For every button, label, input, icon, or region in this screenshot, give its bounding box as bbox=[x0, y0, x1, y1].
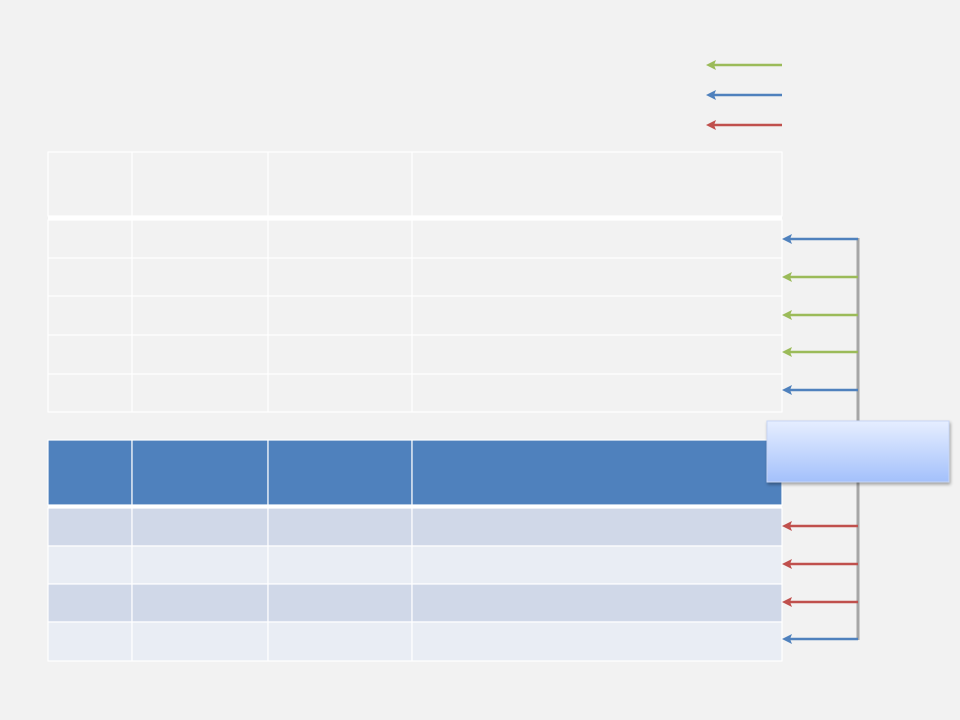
table-cell bbox=[131, 334, 269, 375]
table-cell bbox=[267, 439, 413, 506]
arrow-head bbox=[706, 60, 716, 70]
table-cell bbox=[131, 257, 269, 297]
table-cell bbox=[47, 151, 133, 217]
table-cell bbox=[411, 334, 783, 375]
table-cell bbox=[267, 257, 413, 297]
table-cell bbox=[267, 151, 413, 217]
table-cell bbox=[131, 545, 269, 585]
table-cell bbox=[411, 257, 783, 297]
table-cell bbox=[267, 583, 413, 623]
arrow-head bbox=[782, 521, 792, 531]
table-cell bbox=[131, 439, 269, 506]
table-cell bbox=[267, 295, 413, 336]
table-cell bbox=[131, 583, 269, 623]
table-cell bbox=[47, 219, 133, 259]
table-cell bbox=[267, 621, 413, 662]
table-cell bbox=[131, 621, 269, 662]
table-cell bbox=[411, 621, 783, 662]
arrow-head bbox=[782, 272, 792, 282]
table-cell bbox=[47, 257, 133, 297]
table-cell bbox=[411, 151, 783, 217]
table-cell bbox=[47, 334, 133, 375]
callout-box bbox=[766, 420, 950, 483]
table-cell bbox=[411, 439, 783, 506]
table-cell bbox=[47, 583, 133, 623]
table-cell bbox=[47, 621, 133, 662]
table-cell bbox=[47, 295, 133, 336]
arrow-head bbox=[706, 120, 716, 130]
arrow-head bbox=[782, 597, 792, 607]
table-cell bbox=[267, 373, 413, 413]
table-cell bbox=[47, 439, 133, 506]
table-cell bbox=[131, 295, 269, 336]
arrow-head bbox=[782, 234, 792, 244]
table-cell bbox=[267, 334, 413, 375]
table-cell bbox=[411, 219, 783, 259]
arrow-head bbox=[782, 559, 792, 569]
table-cell bbox=[267, 219, 413, 259]
table-cell bbox=[411, 295, 783, 336]
arrow-head bbox=[782, 310, 792, 320]
arrow-head bbox=[706, 90, 716, 100]
arrow-head bbox=[782, 347, 792, 357]
shapes bbox=[47, 60, 860, 662]
table-cell bbox=[131, 507, 269, 547]
arrow-head bbox=[782, 634, 792, 644]
table-cell bbox=[411, 507, 783, 547]
arrow-head bbox=[782, 385, 792, 395]
table-cell bbox=[131, 373, 269, 413]
table-cell bbox=[47, 545, 133, 585]
table-cell bbox=[47, 507, 133, 547]
table-cell bbox=[131, 219, 269, 259]
table-cell bbox=[411, 545, 783, 585]
table-cell bbox=[411, 373, 783, 413]
table-cell bbox=[267, 545, 413, 585]
table-cell bbox=[47, 373, 133, 413]
table-cell bbox=[411, 583, 783, 623]
table-cell bbox=[131, 151, 269, 217]
table-cell bbox=[267, 507, 413, 547]
